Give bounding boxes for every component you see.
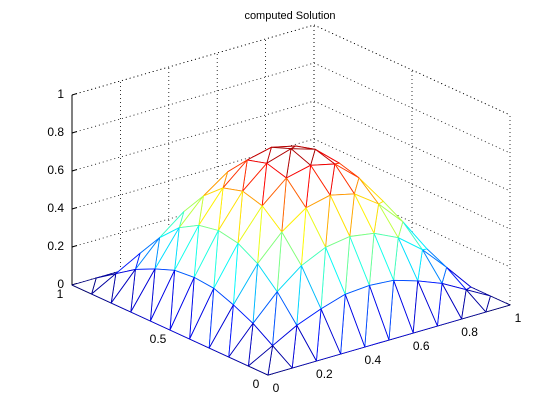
z-tick-label: 0.4: [47, 201, 64, 215]
x-tick-label: 0: [273, 381, 280, 395]
z-tick-label: 0.2: [47, 239, 64, 253]
mesh-face: [110, 268, 136, 313]
z-tick: [71, 169, 78, 172]
mesh-face: [247, 345, 274, 376]
mesh-face: [169, 276, 195, 340]
z-tick: [71, 245, 78, 248]
x-tick-label: 0.4: [364, 353, 381, 367]
chart-title: computed Solution: [244, 10, 335, 22]
mesh-face: [91, 273, 117, 304]
mesh-face: [149, 269, 176, 331]
y-tick-label: 0.5: [150, 332, 167, 346]
x-tick-label: 0.2: [316, 367, 333, 381]
z-tick-label: 0.6: [47, 163, 64, 177]
y-tick-label: 0: [253, 377, 260, 391]
mesh-face: [461, 289, 487, 320]
x-tick-label: 0.8: [461, 325, 478, 339]
mesh-face: [412, 280, 438, 334]
mesh-face: [130, 268, 156, 322]
x-tick-label: 1: [515, 311, 522, 325]
z-tick-label: 0.8: [47, 125, 64, 139]
y-tick-label: 1: [57, 287, 64, 301]
z-tick: [71, 93, 78, 96]
z-tick-label: 0: [57, 277, 64, 291]
mesh-face: [71, 277, 97, 295]
z-tick-label: 1: [57, 87, 64, 101]
z-tick: [71, 207, 78, 210]
x-tick-label: 0.6: [413, 339, 430, 353]
mesh-face: [228, 322, 254, 367]
z-tick: [71, 131, 78, 134]
